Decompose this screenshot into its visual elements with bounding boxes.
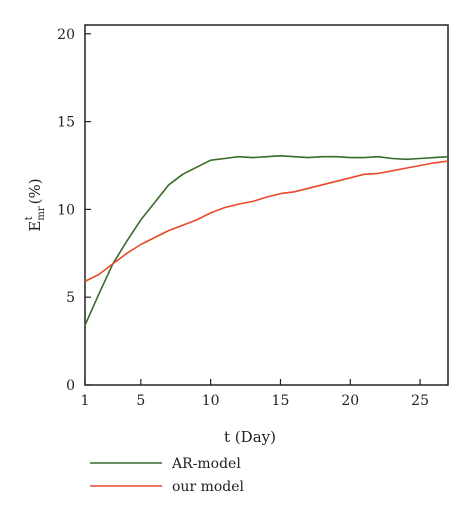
series-line-ar-model — [84, 155, 449, 326]
y-axis-ticks: 0 5 10 15 20 — [57, 27, 91, 394]
plot-frame — [84, 24, 449, 386]
x-axis-ticks: 1 5 10 15 20 25 — [81, 379, 429, 409]
x-tick-label: 10 — [202, 393, 220, 409]
x-tick-label: 25 — [411, 393, 429, 409]
y-tick-label: 10 — [57, 202, 75, 218]
x-tick-label: 15 — [272, 393, 290, 409]
y-axis-label-sup: t — [24, 216, 35, 220]
y-tick-label: 0 — [66, 378, 75, 394]
x-tick-label: 5 — [136, 393, 145, 409]
y-tick-label: 15 — [57, 115, 75, 131]
series-line-our-model — [84, 160, 449, 283]
legend-label-ar-model: AR-model — [171, 456, 241, 472]
y-axis-label-sub: mr — [36, 206, 47, 220]
x-tick-label: 20 — [341, 393, 359, 409]
x-tick-label: 1 — [81, 393, 90, 409]
legend-label-our-model: our model — [172, 479, 245, 495]
legend: AR-model our model — [90, 456, 245, 495]
x-axis-label: t (Day) — [224, 428, 276, 446]
y-tick-label: 5 — [66, 290, 75, 306]
y-tick-label: 20 — [57, 27, 75, 43]
y-axis-label-base: E — [26, 221, 44, 232]
y-axis-label: Emrt (%) — [24, 178, 47, 231]
series-lines — [84, 155, 449, 326]
y-axis-label-unit: (%) — [26, 178, 44, 204]
